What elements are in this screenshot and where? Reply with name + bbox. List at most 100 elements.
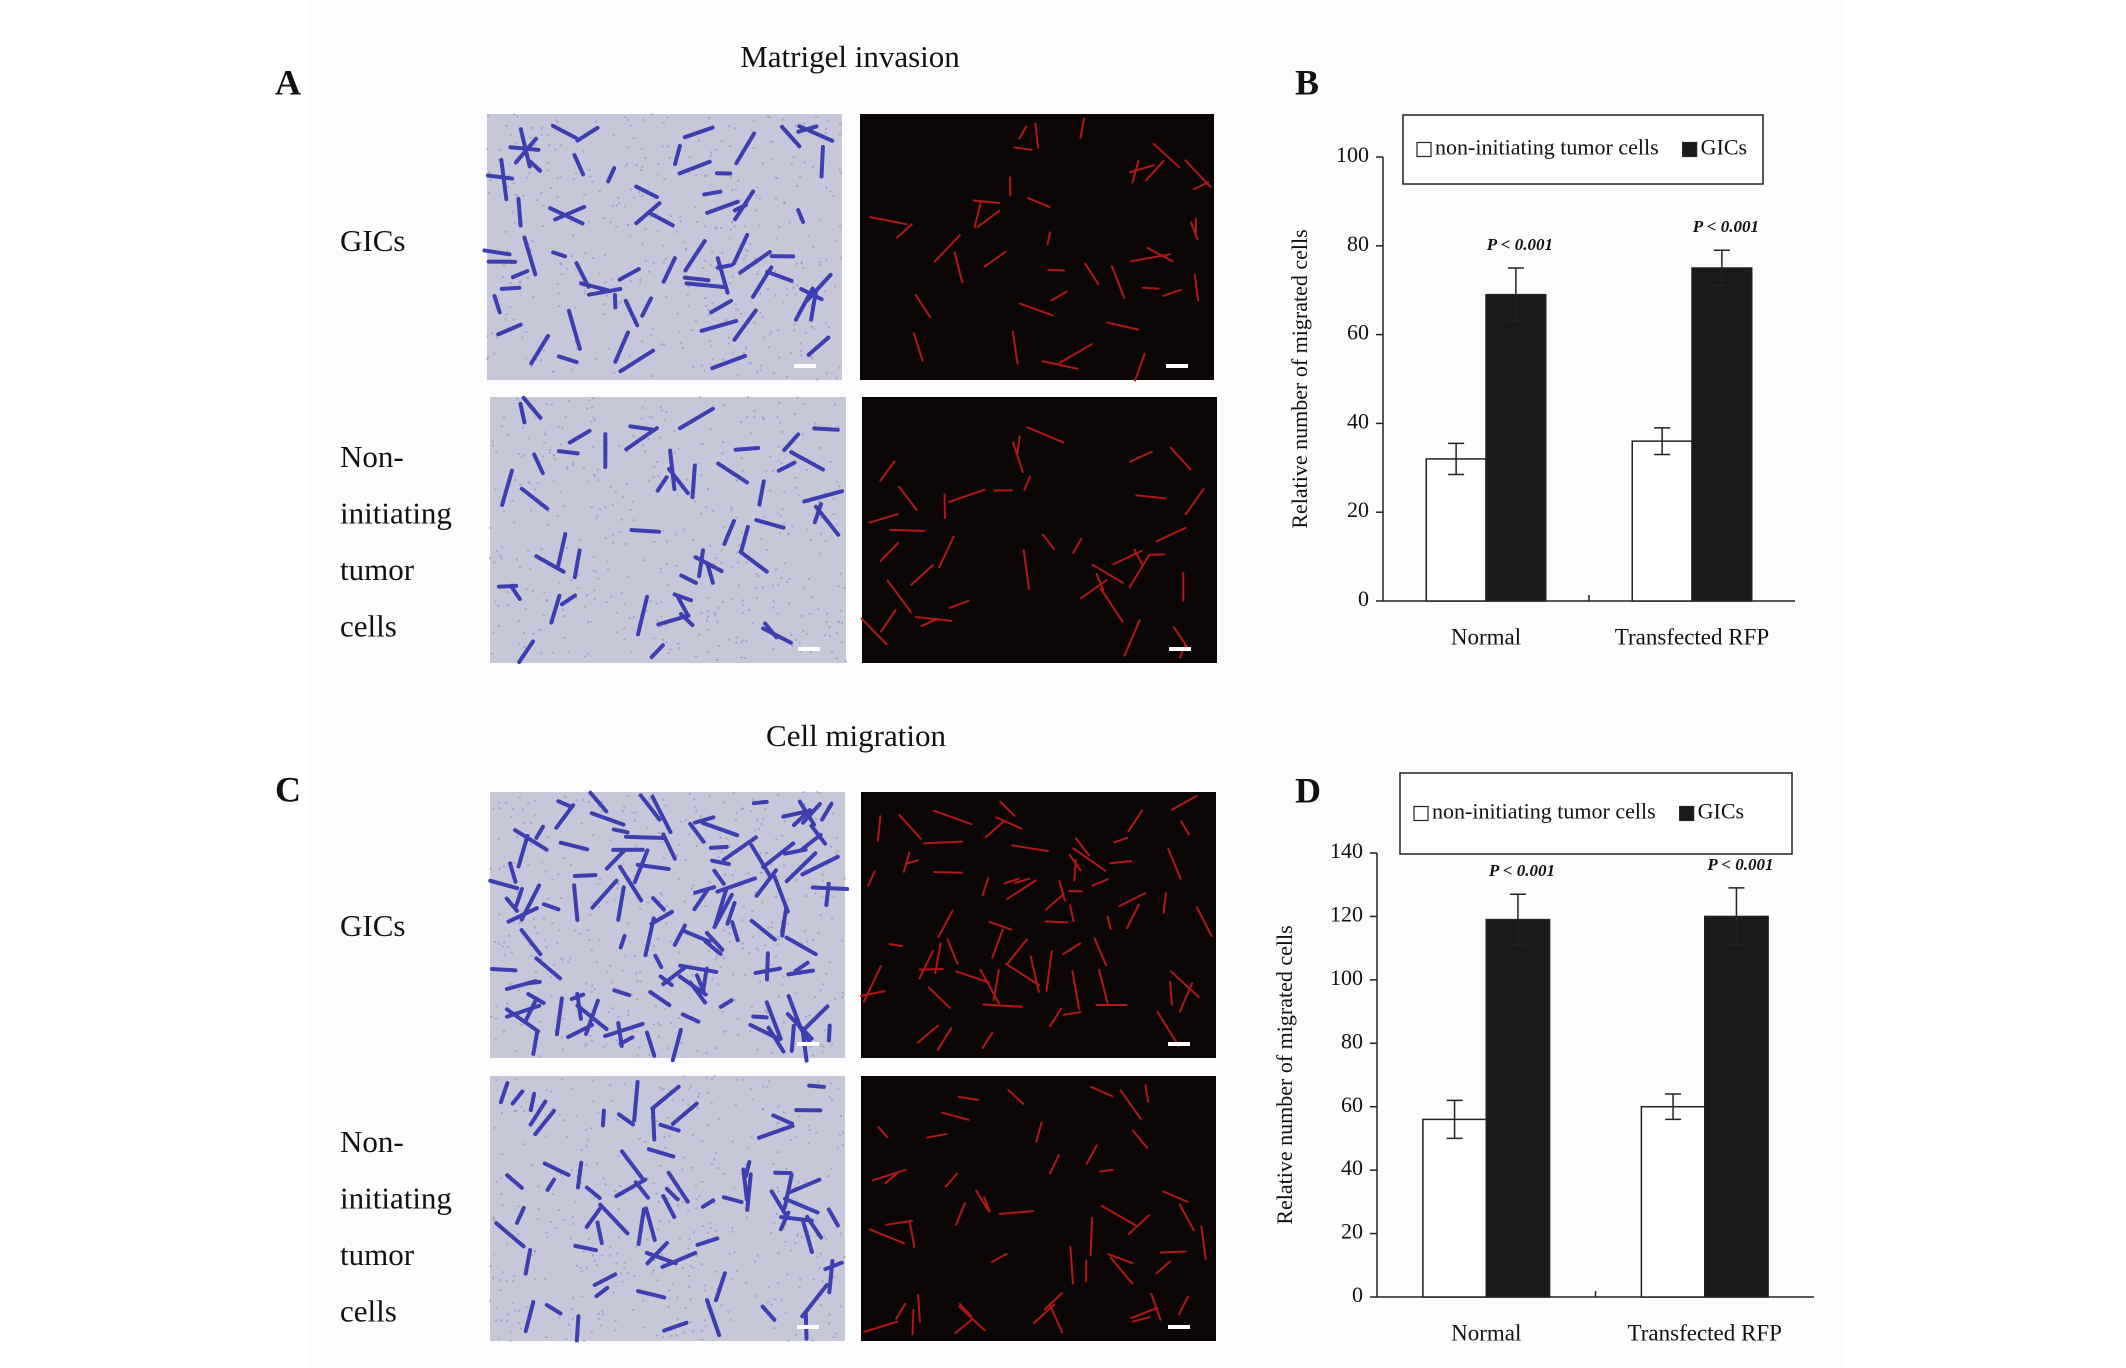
- texture: [683, 1331, 686, 1334]
- texture: [615, 1252, 619, 1255]
- texture: [770, 158, 774, 161]
- texture: [592, 473, 596, 476]
- cell: [1132, 1316, 1151, 1323]
- texture: [641, 165, 644, 169]
- texture: [495, 1005, 498, 1008]
- texture: [765, 1011, 769, 1014]
- cell: [661, 966, 687, 987]
- cell: [1091, 878, 1109, 887]
- texture: [668, 1134, 671, 1138]
- texture: [841, 1143, 844, 1147]
- texture: [573, 929, 577, 932]
- texture: [706, 487, 709, 490]
- texture: [823, 633, 827, 637]
- texture: [523, 1109, 526, 1113]
- texture: [624, 542, 628, 546]
- texture: [621, 1280, 624, 1283]
- texture: [616, 1118, 619, 1121]
- cell: [1007, 1089, 1025, 1105]
- texture: [584, 1128, 588, 1131]
- texture: [664, 1146, 667, 1149]
- texture: [648, 479, 651, 483]
- texture: [519, 483, 522, 487]
- texture: [728, 932, 731, 936]
- cell: [632, 1080, 640, 1123]
- texture: [558, 1316, 561, 1319]
- cell: [910, 564, 934, 586]
- texture: [728, 845, 731, 848]
- texture: [800, 354, 803, 357]
- texture: [825, 620, 828, 624]
- texture: [738, 543, 741, 547]
- cell: [1135, 494, 1167, 500]
- cell: [981, 1031, 994, 1050]
- texture: [825, 186, 828, 189]
- texture: [714, 148, 718, 152]
- texture: [687, 285, 690, 288]
- texture: [729, 1318, 733, 1322]
- cell: [634, 201, 662, 226]
- error-bar: [1654, 427, 1671, 456]
- texture: [602, 1045, 605, 1049]
- texture: [777, 995, 781, 998]
- texture: [607, 1010, 611, 1014]
- texture: [818, 263, 822, 267]
- cell: [933, 234, 961, 263]
- cell: [650, 1106, 657, 1142]
- texture: [652, 1182, 655, 1185]
- texture: [748, 242, 752, 246]
- texture: [803, 802, 807, 806]
- texture: [637, 1046, 641, 1049]
- texture: [776, 1186, 779, 1189]
- texture: [598, 1317, 601, 1321]
- texture: [721, 251, 724, 254]
- texture: [708, 794, 712, 797]
- texture: [691, 974, 694, 977]
- texture: [669, 214, 672, 218]
- texture: [706, 1091, 710, 1094]
- cell: [517, 639, 536, 664]
- cell: [739, 524, 750, 553]
- texture: [823, 1235, 826, 1238]
- texture: [618, 301, 622, 304]
- texture: [817, 1081, 820, 1084]
- texture: [652, 945, 655, 948]
- micrograph: [860, 114, 1214, 382]
- cell: [1162, 892, 1167, 914]
- texture: [787, 898, 791, 901]
- texture: [574, 172, 578, 175]
- texture: [703, 1284, 706, 1287]
- texture: [840, 621, 844, 624]
- texture: [728, 1252, 732, 1256]
- texture: [539, 358, 543, 362]
- texture: [720, 549, 723, 552]
- texture: [582, 150, 585, 153]
- cell: [807, 1083, 826, 1089]
- texture: [744, 639, 748, 643]
- texture: [766, 1300, 770, 1304]
- cell: [1134, 352, 1146, 382]
- texture: [735, 516, 738, 519]
- texture: [688, 832, 691, 836]
- texture: [547, 836, 550, 839]
- texture: [505, 590, 509, 594]
- texture: [819, 1304, 823, 1307]
- texture: [529, 843, 532, 846]
- texture: [562, 856, 566, 860]
- texture: [830, 1098, 834, 1101]
- texture: [742, 258, 746, 261]
- texture: [565, 267, 569, 270]
- texture: [662, 1262, 665, 1265]
- texture: [593, 419, 597, 422]
- texture: [570, 254, 574, 258]
- texture: [800, 261, 803, 264]
- texture: [584, 289, 587, 292]
- cell: [510, 1089, 525, 1106]
- texture: [706, 616, 710, 619]
- texture: [648, 215, 652, 218]
- cell: [765, 269, 794, 283]
- cell: [514, 1205, 526, 1225]
- texture: [521, 808, 524, 811]
- texture: [569, 220, 572, 223]
- texture: [686, 1209, 690, 1212]
